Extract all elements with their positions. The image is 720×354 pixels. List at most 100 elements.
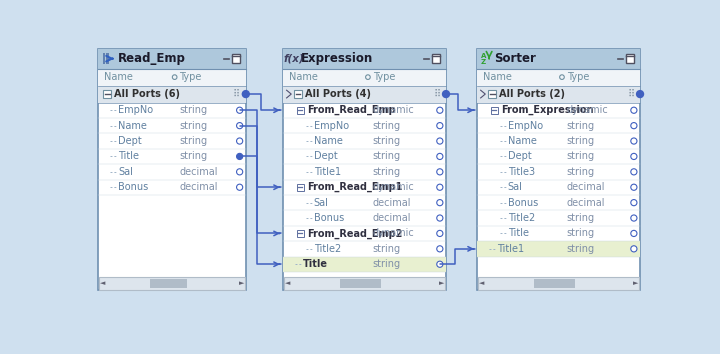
- Bar: [99, 277, 245, 290]
- Bar: [283, 48, 446, 69]
- Bar: [107, 53, 109, 64]
- Bar: [283, 48, 446, 290]
- Circle shape: [237, 138, 243, 144]
- Bar: [98, 69, 246, 86]
- Circle shape: [631, 200, 637, 206]
- Circle shape: [437, 153, 443, 160]
- Text: string: string: [567, 152, 595, 161]
- Circle shape: [437, 200, 443, 206]
- Text: f(x): f(x): [283, 54, 304, 64]
- Text: decimal: decimal: [179, 167, 217, 177]
- Text: string: string: [179, 105, 207, 115]
- Circle shape: [437, 138, 443, 144]
- Bar: [477, 48, 640, 290]
- Text: string: string: [372, 244, 400, 254]
- Bar: [283, 257, 446, 272]
- Text: All Ports (4): All Ports (4): [305, 89, 371, 99]
- Circle shape: [631, 184, 637, 190]
- Circle shape: [437, 184, 443, 190]
- Circle shape: [631, 153, 637, 160]
- Bar: [150, 279, 186, 288]
- Text: All Ports (6): All Ports (6): [114, 89, 180, 99]
- Text: string: string: [567, 244, 595, 254]
- Text: string: string: [372, 136, 400, 146]
- Bar: [297, 230, 304, 237]
- Text: string: string: [567, 167, 595, 177]
- Text: A: A: [481, 53, 487, 58]
- Text: From_Read_Emp1: From_Read_Emp1: [307, 182, 402, 192]
- Circle shape: [437, 107, 443, 113]
- Text: string: string: [567, 121, 595, 131]
- Circle shape: [243, 91, 249, 98]
- Bar: [102, 53, 105, 64]
- Text: ◄: ◄: [284, 280, 290, 286]
- Circle shape: [237, 107, 243, 113]
- Text: decimal: decimal: [567, 198, 605, 208]
- Circle shape: [437, 169, 443, 175]
- Bar: [477, 277, 639, 290]
- Text: Name: Name: [118, 121, 147, 131]
- Text: string: string: [179, 121, 207, 131]
- Text: Sorter: Sorter: [494, 52, 536, 65]
- Bar: [104, 90, 111, 98]
- Text: string: string: [567, 228, 595, 239]
- Text: string: string: [372, 259, 400, 269]
- Text: Bonus: Bonus: [508, 198, 538, 208]
- Bar: [432, 54, 440, 63]
- Text: Title: Title: [303, 259, 328, 269]
- Text: Sal: Sal: [508, 182, 523, 192]
- Text: Title2: Title2: [508, 213, 535, 223]
- Bar: [297, 184, 304, 191]
- Bar: [294, 90, 302, 98]
- Text: EmpNo: EmpNo: [508, 121, 543, 131]
- Text: From_Expression: From_Expression: [500, 105, 593, 115]
- Text: EmpNo: EmpNo: [314, 121, 348, 131]
- Text: Title1: Title1: [497, 244, 524, 254]
- Bar: [98, 48, 246, 290]
- Bar: [477, 48, 640, 69]
- Text: string: string: [372, 121, 400, 131]
- Text: ◄: ◄: [100, 280, 105, 286]
- Circle shape: [237, 153, 243, 160]
- Text: Sal: Sal: [118, 167, 133, 177]
- Text: From_Read_Emp2: From_Read_Emp2: [307, 228, 402, 239]
- Bar: [477, 241, 640, 257]
- Text: Title2: Title2: [314, 244, 341, 254]
- Text: ►: ►: [438, 280, 444, 286]
- Text: Dept: Dept: [314, 152, 337, 161]
- Text: ►: ►: [238, 280, 244, 286]
- Text: Title: Title: [118, 152, 139, 161]
- Text: string: string: [372, 167, 400, 177]
- Text: Z: Z: [481, 59, 486, 65]
- Circle shape: [437, 122, 443, 129]
- Text: Dept: Dept: [118, 136, 142, 146]
- Text: ◄: ◄: [479, 280, 484, 286]
- Circle shape: [437, 246, 443, 252]
- Text: All Ports (2): All Ports (2): [499, 89, 565, 99]
- Text: ⠿: ⠿: [627, 89, 634, 99]
- Text: string: string: [372, 152, 400, 161]
- Text: dynamic: dynamic: [567, 105, 608, 115]
- Circle shape: [437, 215, 443, 221]
- Text: Title1: Title1: [314, 167, 341, 177]
- Bar: [283, 69, 446, 86]
- Text: Name: Name: [104, 72, 133, 82]
- Circle shape: [631, 107, 637, 113]
- Circle shape: [437, 261, 443, 267]
- Text: Type: Type: [372, 72, 395, 82]
- Text: dynamic: dynamic: [372, 182, 414, 192]
- Circle shape: [443, 91, 449, 98]
- Circle shape: [437, 230, 443, 236]
- Text: Dept: Dept: [508, 152, 531, 161]
- Text: ⠿: ⠿: [433, 89, 441, 99]
- Text: Type: Type: [567, 72, 589, 82]
- Circle shape: [631, 138, 637, 144]
- Text: string: string: [567, 213, 595, 223]
- Bar: [232, 54, 240, 63]
- Text: decimal: decimal: [179, 182, 217, 192]
- Text: decimal: decimal: [372, 213, 411, 223]
- Text: Bonus: Bonus: [118, 182, 148, 192]
- Text: ⠿: ⠿: [233, 89, 240, 99]
- Text: Bonus: Bonus: [314, 213, 344, 223]
- Text: Name: Name: [314, 136, 343, 146]
